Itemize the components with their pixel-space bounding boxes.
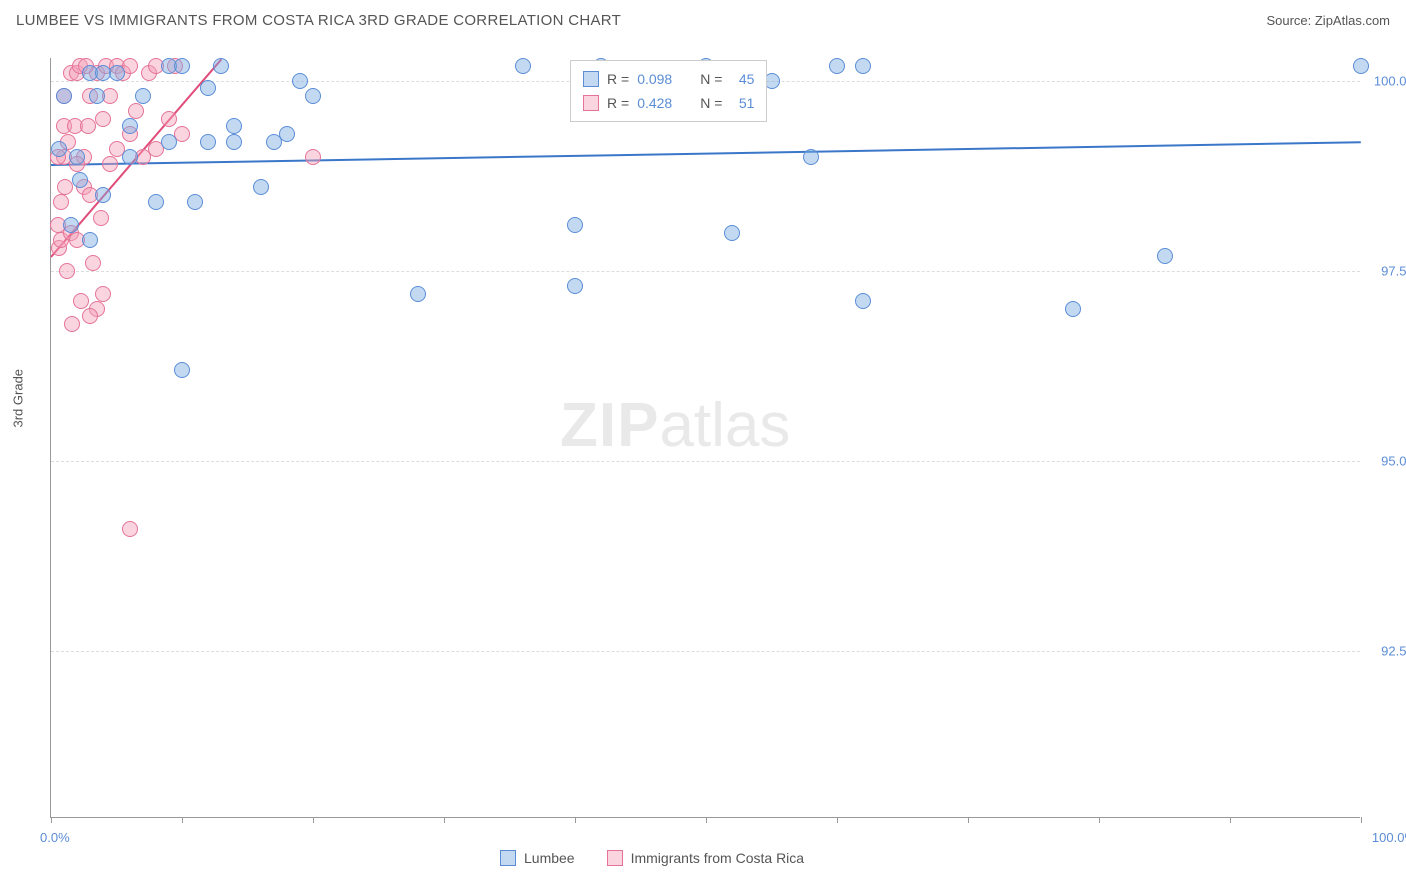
data-point-blue [305,88,321,104]
x-tick [182,817,183,823]
data-point-blue [1353,58,1369,74]
data-point-blue [226,118,242,134]
y-tick-label: 100.0% [1368,73,1406,88]
x-tick [444,817,445,823]
data-point-pink [85,255,101,271]
data-point-pink [82,308,98,324]
r-label: R = [607,67,629,91]
series-label-pink: Immigrants from Costa Rica [631,850,804,866]
data-point-blue [135,88,151,104]
y-tick-label: 95.0% [1368,453,1406,468]
data-point-blue [1157,248,1173,264]
data-point-blue [95,187,111,203]
data-point-blue [567,217,583,233]
data-point-blue [1065,301,1081,317]
x-tick [1099,817,1100,823]
x-axis-max-label: 100.0% [1372,830,1406,845]
series-label-blue: Lumbee [524,850,575,866]
data-point-blue [63,217,79,233]
data-point-blue [82,232,98,248]
data-point-blue [226,134,242,150]
data-point-blue [174,58,190,74]
stats-legend: R = 0.098 N = 45 R = 0.428 N = 51 [570,60,767,122]
data-point-blue [213,58,229,74]
data-point-pink [102,156,118,172]
x-tick [575,817,576,823]
data-point-pink [95,111,111,127]
data-point-blue [51,141,67,157]
data-point-pink [161,111,177,127]
x-axis-min-label: 0.0% [40,830,70,845]
data-point-pink [53,194,69,210]
data-point-blue [95,65,111,81]
gridline [51,271,1360,272]
data-point-blue [410,286,426,302]
data-point-blue [148,194,164,210]
r-value: 0.098 [637,67,672,91]
data-point-blue [855,58,871,74]
legend-swatch-icon [500,850,516,866]
data-point-blue [292,73,308,89]
data-point-blue [279,126,295,142]
scatter-plot-area: 92.5%95.0%97.5%100.0% [50,58,1360,818]
legend-swatch-icon [607,850,623,866]
data-point-pink [80,118,96,134]
x-tick [313,817,314,823]
data-point-pink [93,210,109,226]
data-point-blue [200,134,216,150]
legend-swatch-icon [583,71,599,87]
legend-swatch-icon [583,95,599,111]
stats-row-pink: R = 0.428 N = 51 [583,91,754,115]
data-point-pink [122,521,138,537]
data-point-pink [59,263,75,279]
data-point-pink [128,103,144,119]
data-point-blue [174,362,190,378]
x-tick [51,817,52,823]
n-label: N = [700,67,722,91]
data-point-blue [122,149,138,165]
data-point-blue [724,225,740,241]
data-point-blue [122,118,138,134]
n-value: 51 [730,91,754,115]
chart-title: LUMBEE VS IMMIGRANTS FROM COSTA RICA 3RD… [16,12,621,29]
data-point-blue [89,88,105,104]
x-tick [837,817,838,823]
data-point-pink [57,179,73,195]
data-point-blue [187,194,203,210]
data-point-blue [72,172,88,188]
data-point-blue [855,293,871,309]
x-tick [1230,817,1231,823]
data-point-blue [56,88,72,104]
x-tick [706,817,707,823]
data-point-blue [829,58,845,74]
data-point-blue [200,80,216,96]
n-label: N = [700,91,722,115]
data-point-pink [305,149,321,165]
x-tick [1361,817,1362,823]
data-point-pink [95,286,111,302]
r-value: 0.428 [637,91,672,115]
y-axis-title: 3rd Grade [11,369,26,428]
data-point-blue [161,134,177,150]
data-point-blue [515,58,531,74]
y-tick-label: 97.5% [1368,263,1406,278]
data-point-blue [567,278,583,294]
data-point-pink [64,316,80,332]
trendline-blue [51,142,1361,167]
gridline [51,651,1360,652]
data-point-blue [803,149,819,165]
r-label: R = [607,91,629,115]
n-value: 45 [730,67,754,91]
stats-row-blue: R = 0.098 N = 45 [583,67,754,91]
data-point-blue [253,179,269,195]
gridline [51,461,1360,462]
x-tick [968,817,969,823]
data-point-blue [69,149,85,165]
source-attribution: Source: ZipAtlas.com [1266,13,1390,28]
data-point-pink [73,293,89,309]
series-legend: Lumbee Immigrants from Costa Rica [500,850,804,866]
y-tick-label: 92.5% [1368,643,1406,658]
